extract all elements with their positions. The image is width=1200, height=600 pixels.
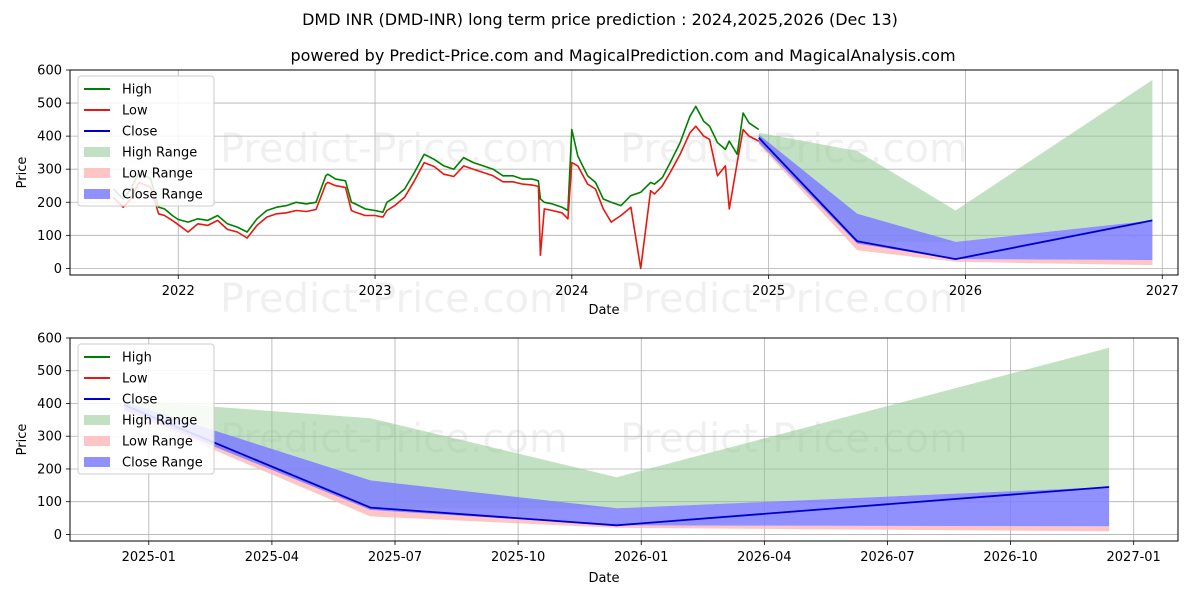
plot-frame (69, 337, 1179, 542)
legend-swatch-low-range (84, 436, 110, 446)
plot-frame (69, 69, 1179, 276)
close-range-band (124, 401, 1110, 527)
x-tick-label: 2025-04 (245, 550, 299, 565)
y-tick-label: 200 (37, 196, 62, 211)
y-axis-label: Price (15, 157, 30, 189)
x-tick-label: 2027 (1146, 284, 1179, 299)
x-tick-label: 2027-01 (1107, 550, 1161, 565)
watermark-text: Predict-Price.com (620, 276, 968, 322)
x-tick-label: 2023 (358, 284, 391, 299)
x-tick-label: 2025-10 (491, 550, 545, 565)
watermark-text: Predict-Price.com (220, 276, 568, 322)
y-tick-label: 500 (37, 97, 62, 112)
y-tick-label: 400 (37, 130, 62, 145)
legend-swatch-close-range (84, 457, 110, 467)
y-tick-label: 600 (37, 64, 62, 79)
x-tick-label: 2022 (162, 284, 195, 299)
x-tick-label: 2025 (752, 284, 785, 299)
y-tick-label: 300 (37, 163, 62, 178)
legend-label: High Range (122, 414, 197, 429)
long-term-panel: Predict-Price.com Predict-Price.com Predic… (15, 64, 1179, 323)
legend-box (77, 75, 215, 207)
y-tick-label: 0 (54, 528, 62, 543)
x-tick-label: 2026-04 (737, 550, 791, 565)
y-tick-label: 300 (37, 430, 62, 445)
legend-label: High (122, 83, 152, 98)
legend-label: Close (122, 393, 157, 408)
close-prediction-line (758, 137, 1153, 261)
legend-swatch-high-range (84, 415, 110, 425)
x-axis-label: Date (588, 303, 619, 318)
legend-label: Low Range (122, 167, 193, 182)
y-tick-label: 200 (37, 462, 62, 477)
chart-title: DMD INR (DMD-INR) long term price predic… (302, 10, 898, 29)
legend-label: Low (122, 104, 148, 119)
x-tick-label: 2025-01 (122, 550, 176, 565)
legend-label: High Range (122, 146, 197, 161)
legend: High Low Close High Range Low Range Close Ran… (77, 75, 215, 207)
y-tick-label: 400 (37, 397, 62, 412)
legend: High Low Close High Range Low Range Close Ran… (77, 343, 215, 475)
y-axis-label: Price (15, 424, 30, 456)
chart-subtitle: powered by Predict-Price.com and Magical… (290, 46, 955, 65)
y-tick-label: 600 (37, 332, 62, 347)
plot-area (123, 347, 1110, 532)
low-price-line (112, 125, 760, 270)
close-prediction-line (123, 404, 1110, 527)
high-range-band (124, 347, 1110, 509)
short-term-panel: Predict-Price.comPredict-Price.com2025-0… (15, 332, 1179, 586)
y-tick-label: 0 (54, 262, 62, 277)
legend-swatch-close-range (84, 189, 110, 199)
legend-label: Close Range (122, 456, 203, 471)
legend-swatch-low-range (84, 168, 110, 178)
x-tick-label: 2026 (949, 284, 982, 299)
x-tick-label: 2026-07 (860, 550, 914, 565)
close-range-band (758, 134, 1153, 261)
watermark-text: Predict-Price.com (220, 126, 568, 172)
x-axis-label: Date (588, 571, 619, 586)
y-tick-label: 100 (37, 495, 62, 510)
high-price-line (112, 105, 760, 233)
legend-label: Close (122, 125, 157, 140)
x-tick-label: 2025-07 (368, 550, 422, 565)
y-tick-label: 500 (37, 364, 62, 379)
legend-label: Low Range (122, 435, 193, 450)
legend-label: High (122, 351, 152, 366)
legend-swatch-high-range (84, 147, 110, 157)
y-tick-label: 100 (37, 229, 62, 244)
plot-area (112, 79, 1153, 270)
x-tick-label: 2026-10 (983, 550, 1037, 565)
high-range-band (758, 79, 1153, 242)
legend-label: Close Range (122, 188, 203, 203)
x-tick-label: 2024 (555, 284, 588, 299)
legend-box (77, 343, 215, 475)
x-tick-label: 2026-01 (614, 550, 668, 565)
legend-label: Low (122, 372, 148, 387)
